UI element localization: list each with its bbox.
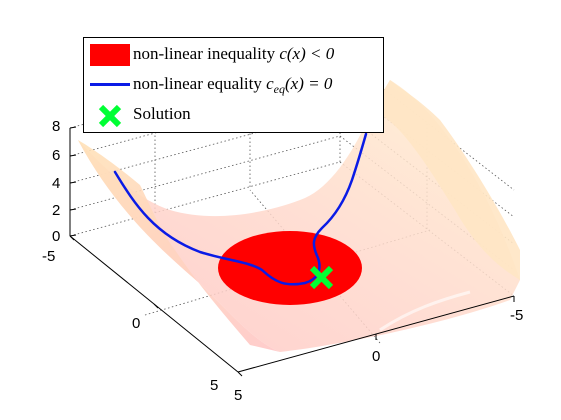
legend-entry-inequality: non-linear inequality c(x) < 0 <box>84 40 383 70</box>
legend-entry-equality: non-linear equality ceq(x) = 0 <box>84 70 383 100</box>
x-tick-label: 5 <box>234 387 242 404</box>
z-tick-label: 2 <box>52 202 60 219</box>
legend-x-marker-icon <box>98 104 122 128</box>
legend-swatch-blue-line <box>90 83 130 86</box>
legend-label: non-linear equality ceq(x) = 0 <box>133 74 333 97</box>
z-tick-label: 6 <box>52 147 60 164</box>
y-tick-label: 5 <box>210 377 218 394</box>
z-tick-label: 8 <box>52 118 60 135</box>
equality-curve <box>113 132 368 286</box>
x-tick-label: -5 <box>510 307 523 324</box>
legend-swatch-red <box>90 44 130 66</box>
y-tick-label: 0 <box>132 315 140 332</box>
y-tick-label: -5 <box>42 248 55 265</box>
x-tick-label: 0 <box>372 348 380 365</box>
legend-label: Solution <box>133 104 191 123</box>
z-tick-label: 0 <box>52 228 60 245</box>
inequality-region <box>218 231 362 305</box>
axis-ticks <box>69 126 515 377</box>
legend-entry-solution: Solution <box>84 100 383 130</box>
legend-label: non-linear inequality c(x) < 0 <box>133 44 335 63</box>
solution-marker <box>309 265 334 290</box>
z-tick-label: 4 <box>52 175 60 192</box>
legend: non-linear inequality c(x) < 0 non-linea… <box>83 37 384 133</box>
